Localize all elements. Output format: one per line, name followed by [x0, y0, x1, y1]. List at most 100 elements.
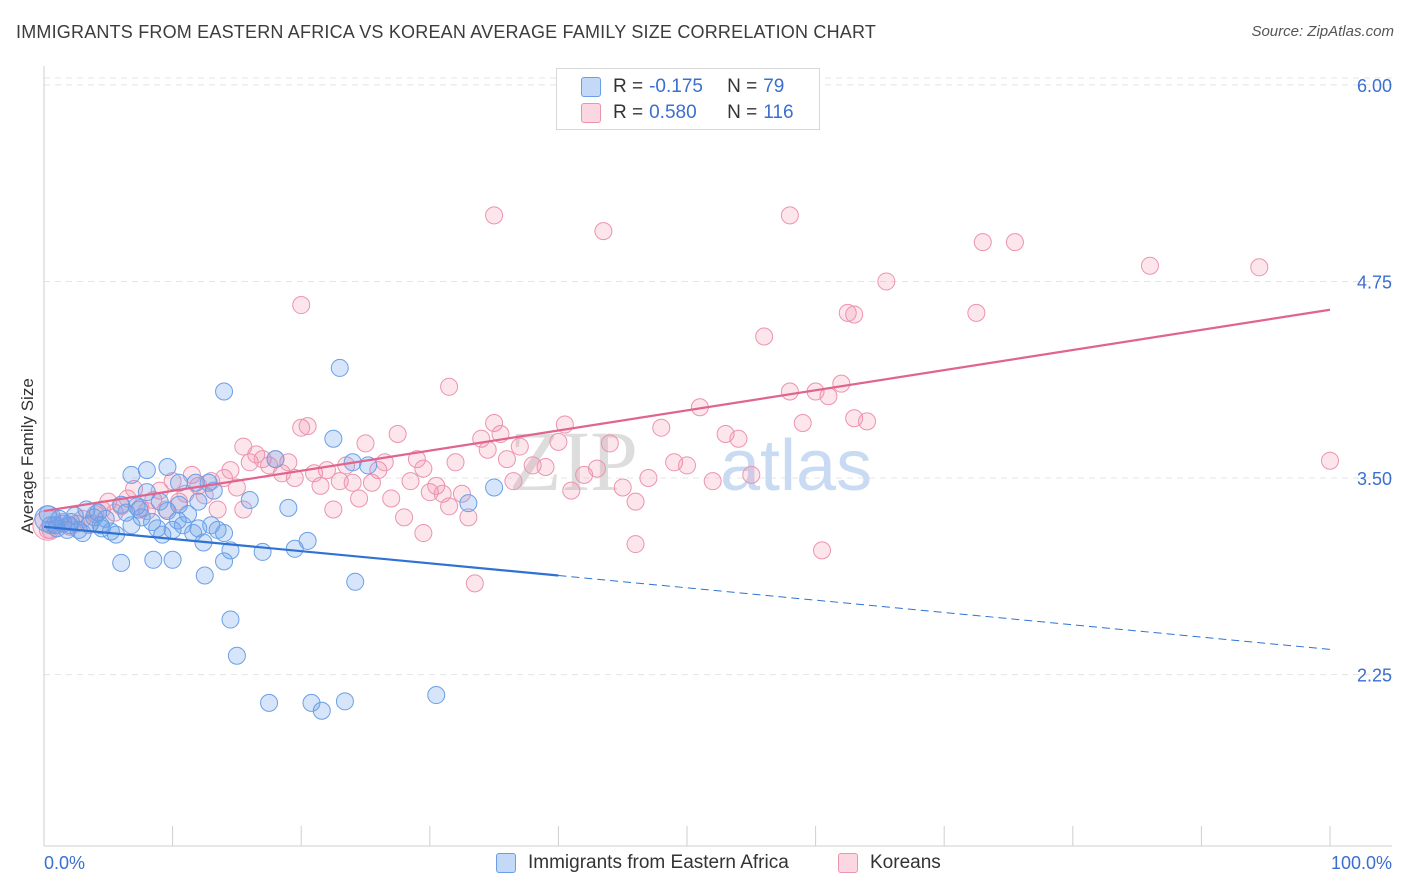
point-koreans: [703, 472, 722, 491]
point-koreans: [1005, 233, 1024, 252]
point-eastern-africa: [427, 686, 446, 705]
r-value: -0.175: [649, 76, 703, 97]
axes: [43, 66, 1392, 847]
point-koreans: [163, 472, 182, 491]
x-tick-label: 0.0%: [44, 853, 85, 873]
point-koreans: [382, 489, 401, 508]
point-koreans: [440, 497, 459, 516]
point-koreans: [678, 456, 696, 475]
point-eastern-africa: [227, 646, 246, 665]
point-koreans: [973, 233, 992, 252]
point-koreans: [388, 424, 407, 443]
trend-line-koreans: [43, 308, 1331, 513]
point-koreans: [414, 459, 433, 478]
tick-labels: 6.00 4.75 3.50 2.25 0.0% 100.0%: [44, 76, 1392, 873]
point-koreans: [504, 472, 523, 491]
legend-label: Koreans: [870, 852, 941, 873]
point-koreans: [247, 445, 266, 464]
point-koreans: [485, 413, 504, 432]
point-koreans: [227, 478, 246, 497]
chart-title: IMMIGRANTS FROM EASTERN AFRICA VS KOREAN…: [16, 22, 877, 42]
point-koreans: [793, 413, 812, 432]
point-eastern-africa: [127, 497, 146, 516]
point-koreans: [626, 492, 645, 511]
legend-swatch-pink: [581, 103, 601, 123]
legend-swatch-pink: [838, 853, 858, 873]
y-tick-label: 6.00: [1357, 76, 1392, 96]
point-koreans: [356, 434, 375, 453]
legend-stats-box: R = -0.175 N = 79 R = 0.580 N = 116: [556, 68, 820, 130]
point-eastern-africa: [346, 572, 365, 591]
point-koreans: [1140, 256, 1159, 275]
point-koreans: [967, 303, 986, 322]
point-koreans: [587, 459, 606, 478]
point-eastern-africa: [168, 511, 187, 530]
point-koreans: [414, 524, 433, 543]
point-koreans: [1321, 451, 1339, 470]
point-koreans: [459, 508, 478, 527]
point-koreans: [440, 377, 459, 396]
point-eastern-africa: [324, 429, 343, 448]
point-koreans: [330, 472, 349, 491]
point-eastern-africa: [122, 465, 141, 484]
point-koreans: [350, 489, 369, 508]
x-tick-label: 100.0%: [1331, 853, 1392, 873]
point-koreans: [208, 500, 227, 519]
point-koreans: [549, 432, 568, 451]
point-koreans: [38, 520, 57, 539]
point-koreans: [221, 461, 240, 480]
point-koreans: [838, 303, 857, 322]
point-eastern-africa: [189, 492, 208, 511]
point-koreans: [497, 450, 516, 469]
y-tick-label: 2.25: [1357, 666, 1392, 686]
point-koreans: [298, 417, 317, 436]
point-koreans: [446, 453, 465, 472]
legend-item-eastern-africa[interactable]: Immigrants from Eastern Africa: [496, 852, 789, 874]
point-koreans: [285, 469, 304, 488]
legend-swatch-blue: [581, 77, 601, 97]
point-eastern-africa: [221, 610, 240, 629]
point-eastern-africa: [485, 478, 504, 497]
point-koreans: [652, 418, 671, 437]
n-value: 79: [763, 76, 785, 97]
point-eastern-africa: [163, 550, 182, 569]
legend-series: Immigrants from Eastern Africa Koreans: [0, 852, 1406, 878]
grid-lines: [44, 77, 1392, 676]
point-eastern-africa: [335, 692, 354, 711]
point-eastern-africa: [204, 481, 223, 500]
point-koreans: [401, 472, 420, 491]
point-eastern-africa: [60, 516, 79, 535]
point-eastern-africa: [285, 539, 304, 558]
point-koreans: [324, 500, 343, 519]
n-label: N =: [727, 76, 758, 97]
point-koreans: [755, 327, 774, 346]
trend-line-eastern-africa: [43, 525, 559, 577]
point-eastern-africa: [279, 498, 298, 517]
point-eastern-africa: [130, 500, 149, 519]
point-koreans: [832, 374, 851, 393]
point-koreans: [858, 412, 877, 431]
point-eastern-africa: [150, 492, 169, 511]
point-eastern-africa: [240, 491, 259, 510]
n-value: 116: [763, 102, 794, 123]
point-eastern-africa: [215, 524, 234, 543]
r-value: 0.580: [649, 102, 697, 123]
point-koreans: [639, 469, 658, 488]
point-eastern-africa: [215, 382, 234, 401]
point-koreans: [452, 484, 471, 503]
point-eastern-africa: [312, 701, 331, 720]
trend-lines: [43, 308, 1331, 650]
legend-label: Immigrants from Eastern Africa: [528, 852, 789, 873]
y-tick-label: 3.50: [1357, 469, 1392, 489]
legend-item-koreans[interactable]: Koreans: [838, 852, 941, 874]
point-koreans: [311, 476, 330, 495]
legend-swatch-blue: [496, 853, 516, 873]
point-koreans: [780, 382, 799, 401]
source-label: Source: ZipAtlas.com: [1251, 23, 1394, 40]
point-koreans: [562, 481, 581, 500]
point-koreans: [813, 541, 832, 560]
point-koreans: [523, 456, 542, 475]
legend-row-koreans: R = 0.580 N = 116: [581, 101, 794, 125]
point-eastern-africa: [195, 566, 214, 585]
point-eastern-africa: [137, 461, 156, 480]
